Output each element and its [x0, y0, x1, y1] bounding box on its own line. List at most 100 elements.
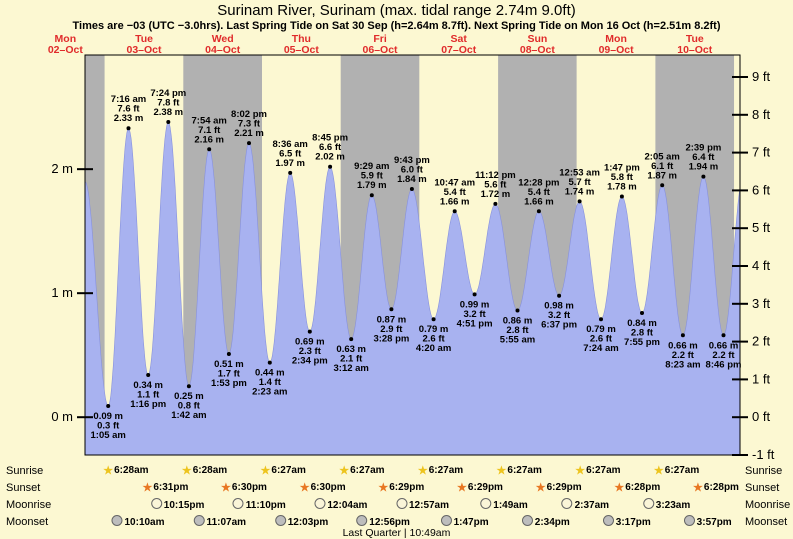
right-axis-label: 9 ft	[752, 69, 770, 84]
low-tide-annotation: 1.4 ft	[259, 377, 282, 388]
low-tide-annotation: 0.79 m	[419, 324, 449, 335]
low-tide-annotation: 0.09 m	[93, 411, 123, 422]
sunrise-time: ★6:27am	[260, 465, 306, 477]
high-tide-annotation: 2.21 m	[234, 128, 264, 139]
left-axis-label: 0 m	[51, 409, 73, 424]
right-axis-label: -1 ft	[752, 447, 775, 460]
sunset-time: ★6:29pm	[535, 482, 582, 494]
high-tide-marker	[166, 120, 171, 124]
low-tide-annotation: 1.1 ft	[137, 390, 160, 401]
high-tide-annotation: 5.4 ft	[444, 187, 467, 198]
day-label-name: Mon	[605, 33, 627, 45]
high-tide-annotation: 2.16 m	[194, 134, 224, 145]
moonset-moon-icon	[602, 515, 614, 526]
low-tide-annotation: 4:20 am	[416, 343, 451, 354]
low-tide-annotation: 3:12 am	[334, 363, 369, 374]
moonset-time: 3:57pm	[683, 515, 732, 528]
day-label-date: 10–Oct	[677, 44, 713, 56]
high-tide-annotation: 1.78 m	[607, 182, 637, 193]
low-tide-annotation: 0.3 ft	[97, 421, 120, 432]
sunrise-time: ★6:27am	[339, 465, 385, 477]
high-tide-annotation: 2:39 pm	[685, 143, 721, 154]
sunset-time: ★6:29pm	[378, 482, 425, 494]
low-tide-marker	[186, 384, 191, 389]
high-tide-marker	[207, 147, 212, 152]
high-tide-annotation: 6.0 ft	[401, 165, 424, 176]
moonset-time: 12:03pm	[274, 515, 328, 528]
high-tide-marker	[409, 187, 414, 191]
high-tide-annotation: 10:47 am	[434, 177, 475, 188]
high-tide-marker	[452, 209, 457, 214]
high-tide-annotation: 1.66 m	[524, 196, 554, 207]
low-tide-annotation: 7:24 am	[583, 343, 618, 354]
low-tide-marker	[515, 308, 520, 313]
high-tide-annotation: 5.8 ft	[611, 172, 634, 183]
high-tide-marker	[493, 201, 498, 206]
high-tide-annotation: 8:45 pm	[312, 133, 348, 144]
sunset-star-icon: ★	[457, 482, 467, 494]
low-tide-marker	[640, 311, 644, 315]
high-tide-marker	[288, 170, 293, 175]
high-tide-marker	[328, 164, 333, 169]
high-tide-marker	[577, 199, 582, 204]
sunset-star-icon: ★	[535, 482, 546, 494]
low-tide-marker	[106, 404, 111, 408]
astro-row-label-right-sunrise: Sunrise	[745, 465, 783, 477]
sunset-time: ★6:28pm	[614, 482, 661, 494]
sunset-time: ★6:30pm	[299, 482, 346, 494]
right-axis-label: 4 ft	[752, 258, 770, 273]
low-tide-annotation: 7:55 pm	[624, 337, 660, 348]
high-tide-annotation: 1.66 m	[440, 196, 470, 207]
high-tide-annotation: 1.74 m	[565, 186, 595, 197]
astro-row-label-left-moonset: Moonset	[6, 516, 49, 528]
sunset-time: ★6:28pm	[693, 482, 739, 494]
low-tide-annotation: 0.63 m	[336, 344, 366, 355]
moonset-time: 10:10am	[111, 515, 165, 528]
moonset-moon-icon	[193, 515, 205, 526]
high-tide-annotation: 6.1 ft	[651, 161, 674, 172]
astro-row-label-left-sunrise: Sunrise	[6, 465, 44, 477]
day-label-name: Fri	[373, 33, 387, 45]
sunset-star-icon: ★	[614, 482, 625, 494]
low-tide-marker	[307, 329, 312, 334]
low-tide-annotation: 8:46 pm	[706, 359, 742, 370]
high-tide-annotation: 7.3 ft	[238, 119, 261, 130]
low-tide-annotation: 3.2 ft	[548, 310, 571, 321]
high-tide-annotation: 6.5 ft	[279, 148, 302, 159]
moonrise-moon-icon	[480, 498, 492, 509]
high-tide-annotation: 7.8 ft	[157, 98, 180, 109]
high-tide-marker	[701, 174, 706, 179]
astro-row-label-right-moonset: Moonset	[745, 516, 788, 528]
sunrise-star-icon: ★	[339, 465, 350, 477]
sunrise-time: ★6:28am	[181, 465, 228, 477]
day-label-date: 02–Oct	[48, 44, 84, 56]
low-tide-marker	[557, 293, 562, 298]
low-tide-annotation: 2.6 ft	[423, 334, 446, 345]
moonrise-moon-icon	[561, 498, 573, 509]
moonset-time: 3:17pm	[602, 515, 651, 528]
day-label-date: 08–Oct	[520, 44, 556, 56]
sunset-star-icon: ★	[693, 482, 703, 494]
moon-phase-note: Last Quarter | 10:49am	[342, 527, 451, 539]
low-tide-annotation: 2.6 ft	[590, 334, 613, 345]
low-tide-annotation: 0.51 m	[214, 359, 244, 370]
low-tide-annotation: 3:28 pm	[373, 333, 409, 344]
low-tide-marker	[472, 292, 477, 297]
high-tide-marker	[619, 194, 624, 199]
sunset-star-icon: ★	[142, 482, 153, 494]
low-tide-annotation: 0.66 m	[709, 340, 739, 351]
astro-row-label-right-moonrise: Moonrise	[745, 499, 791, 511]
low-tide-annotation: 0.84 m	[627, 318, 657, 329]
high-tide-annotation: 1.97 m	[275, 158, 305, 169]
moonset-time: 11:07am	[193, 515, 246, 528]
moonrise-time: 11:10pm	[232, 498, 286, 511]
high-tide-annotation: 1:47 pm	[604, 163, 640, 174]
moonset-moon-icon	[274, 515, 286, 526]
high-tide-annotation: 7:16 am	[111, 94, 146, 105]
low-tide-marker	[680, 333, 685, 338]
moonrise-moon-icon	[642, 498, 654, 509]
moonset-moon-icon	[440, 515, 452, 526]
low-tide-annotation: 2.3 ft	[299, 346, 322, 357]
low-tide-annotation: 0.69 m	[295, 337, 325, 348]
